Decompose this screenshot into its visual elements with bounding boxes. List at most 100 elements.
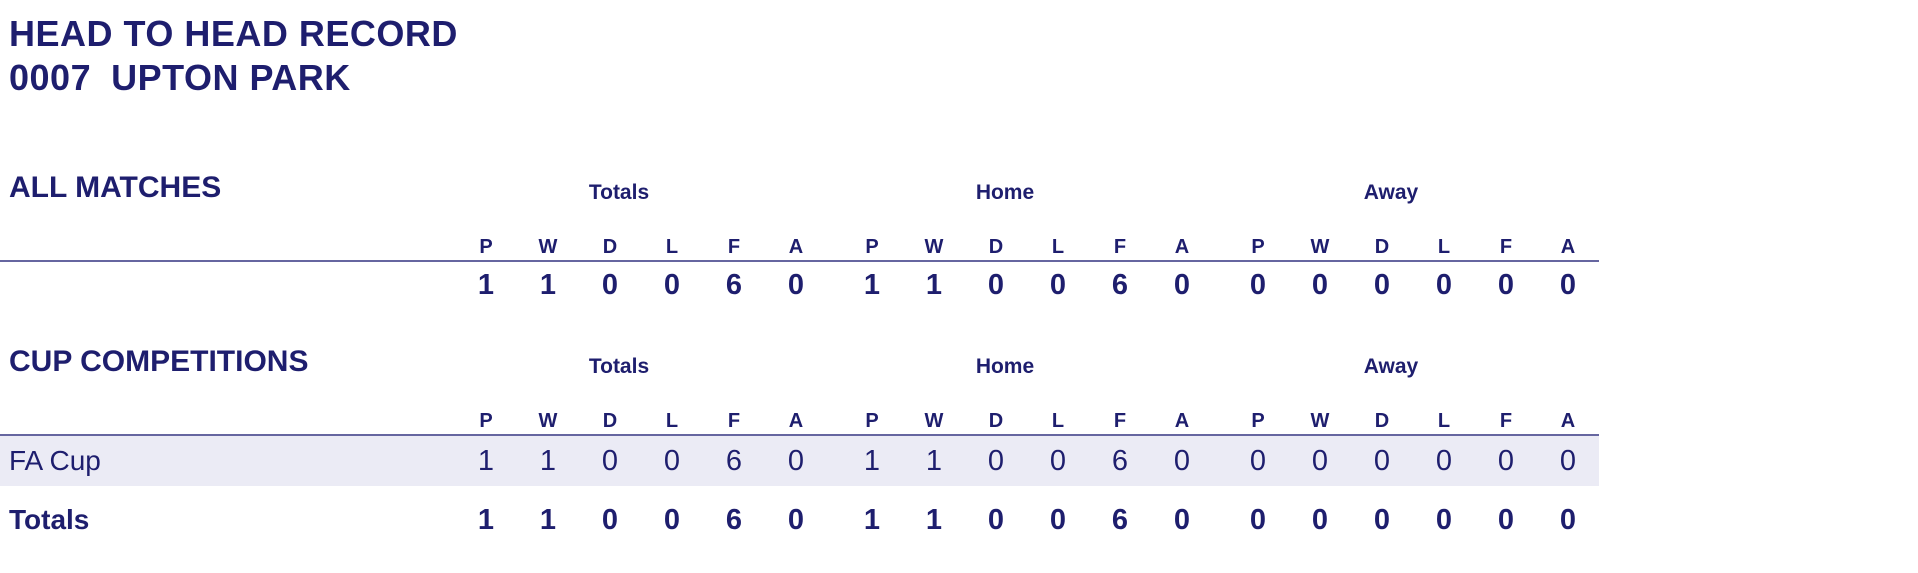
stat-cell: 6 xyxy=(725,503,743,536)
stat-cell: W xyxy=(1310,236,1330,258)
stat-cell: P xyxy=(865,410,879,432)
stat-cell: A xyxy=(1560,410,1576,432)
page-title: HEAD TO HEAD RECORD xyxy=(9,13,458,54)
stat-cell: D xyxy=(602,236,618,258)
stat-cell: A xyxy=(788,236,804,258)
stat-cell: D xyxy=(988,236,1004,258)
stat-cell: 1 xyxy=(477,503,495,536)
stat-cell: D xyxy=(1374,410,1390,432)
stat-cell: 0 xyxy=(1559,503,1577,536)
stat-cell: 1 xyxy=(477,268,495,301)
stats-totals: 1 1 0 0 6 0 xyxy=(455,269,827,302)
fa-cup-stats-row: FA Cup 1 1 0 0 6 0 1 1 0 0 6 0 0 0 0 0 0 0 xyxy=(0,436,1599,486)
all-matches-stats-row: 1 1 0 0 6 0 1 1 0 0 6 0 0 0 0 0 0 0 xyxy=(0,262,1918,308)
opponent-name: UPTON PARK xyxy=(111,57,351,98)
stat-cell: L xyxy=(1437,410,1451,432)
head-to-head-report: HEAD TO HEAD RECORD 0007 UPTON PARK ALL M… xyxy=(0,13,1918,542)
group-label-away: Away xyxy=(1363,355,1419,378)
all-matches-heading-row: ALL MATCHES Totals Home Away xyxy=(0,170,1918,206)
stats-away: 0 0 0 0 0 0 xyxy=(1227,269,1599,302)
stats-home: 1 1 0 0 6 0 xyxy=(841,445,1213,478)
header-rule xyxy=(0,260,1599,262)
stat-cell: L xyxy=(1051,410,1065,432)
stat-cell: 0 xyxy=(1311,444,1329,477)
group-label-totals: Totals xyxy=(588,181,650,204)
stat-cell: 0 xyxy=(663,268,681,301)
stat-cell: F xyxy=(1113,410,1127,432)
stat-cell: 0 xyxy=(1173,268,1191,301)
cup-heading-row: CUP COMPETITIONS Totals Home Away xyxy=(0,344,1918,380)
stat-cell: 0 xyxy=(787,503,805,536)
stat-cell: 0 xyxy=(1311,503,1329,536)
stats-home: 1 1 0 0 6 0 xyxy=(841,504,1213,537)
group-label-away: Away xyxy=(1363,181,1419,204)
stat-cell: F xyxy=(727,410,741,432)
group-label-home: Home xyxy=(975,181,1035,204)
stat-cell: P xyxy=(479,236,493,258)
stat-cell: 0 xyxy=(987,268,1005,301)
stat-cell: 0 xyxy=(1373,503,1391,536)
column-header-spacer xyxy=(0,236,455,258)
stat-cell: A xyxy=(1560,236,1576,258)
stat-cell: 0 xyxy=(663,444,681,477)
stats-away: 0 0 0 0 0 0 xyxy=(1227,445,1599,478)
section-heading-all-matches: ALL MATCHES xyxy=(9,171,222,204)
stat-cell: F xyxy=(1499,236,1513,258)
stats-away: 0 0 0 0 0 0 xyxy=(1227,504,1599,537)
stat-cell: F xyxy=(1113,236,1127,258)
group-label-home: Home xyxy=(975,355,1035,378)
stat-cell: 0 xyxy=(1373,444,1391,477)
stat-cell: 6 xyxy=(1111,268,1129,301)
stat-cell: 1 xyxy=(477,444,495,477)
stat-cell: L xyxy=(665,236,679,258)
stat-cell: 0 xyxy=(1173,503,1191,536)
stat-cell: 0 xyxy=(787,444,805,477)
stat-cell: 1 xyxy=(539,268,557,301)
stat-cell: 0 xyxy=(1497,444,1515,477)
row-label-totals: Totals xyxy=(9,504,90,535)
stat-cell: 0 xyxy=(1373,268,1391,301)
stat-cell: 1 xyxy=(539,503,557,536)
stat-cell: 0 xyxy=(1249,268,1267,301)
stat-cell: 0 xyxy=(1049,444,1067,477)
stat-cell: 1 xyxy=(539,444,557,477)
stat-cell: 1 xyxy=(925,444,943,477)
stat-cell: L xyxy=(1051,236,1065,258)
stat-cell: P xyxy=(479,410,493,432)
stat-cell: 0 xyxy=(601,268,619,301)
stat-cell: 0 xyxy=(1497,268,1515,301)
stat-cell: 0 xyxy=(1435,444,1453,477)
stat-cell: 1 xyxy=(863,268,881,301)
stats-totals: 1 1 0 0 6 0 xyxy=(455,504,827,537)
cup-totals-stats-row: Totals 1 1 0 0 6 0 1 1 0 0 6 0 0 0 0 0 0 0 xyxy=(0,498,1918,542)
opponent-code: 0007 xyxy=(9,57,92,98)
stat-cell: 0 xyxy=(1173,444,1191,477)
stat-cell: 0 xyxy=(1435,503,1453,536)
stat-cell: 0 xyxy=(1497,503,1515,536)
stat-cell: 0 xyxy=(987,503,1005,536)
stat-cell: 0 xyxy=(787,268,805,301)
stat-cell: L xyxy=(1437,236,1451,258)
stat-cell: P xyxy=(865,236,879,258)
stat-cell: A xyxy=(1174,410,1190,432)
stat-cell: A xyxy=(1174,236,1190,258)
stats-totals: 1 1 0 0 6 0 xyxy=(455,445,827,478)
group-label-totals: Totals xyxy=(588,355,650,378)
stat-cell: 6 xyxy=(725,444,743,477)
stat-cell: 1 xyxy=(863,444,881,477)
stat-cell: F xyxy=(1499,410,1513,432)
stat-cell: 0 xyxy=(1311,268,1329,301)
stat-cell: 0 xyxy=(1559,444,1577,477)
section-all-matches: ALL MATCHES Totals Home Away P W D L F A P W D L… xyxy=(0,170,1918,308)
stats-home: 1 1 0 0 6 0 xyxy=(841,269,1213,302)
stat-cell: D xyxy=(1374,236,1390,258)
stat-cell: 1 xyxy=(925,268,943,301)
stat-cell: D xyxy=(988,410,1004,432)
stat-cell: 0 xyxy=(1249,444,1267,477)
